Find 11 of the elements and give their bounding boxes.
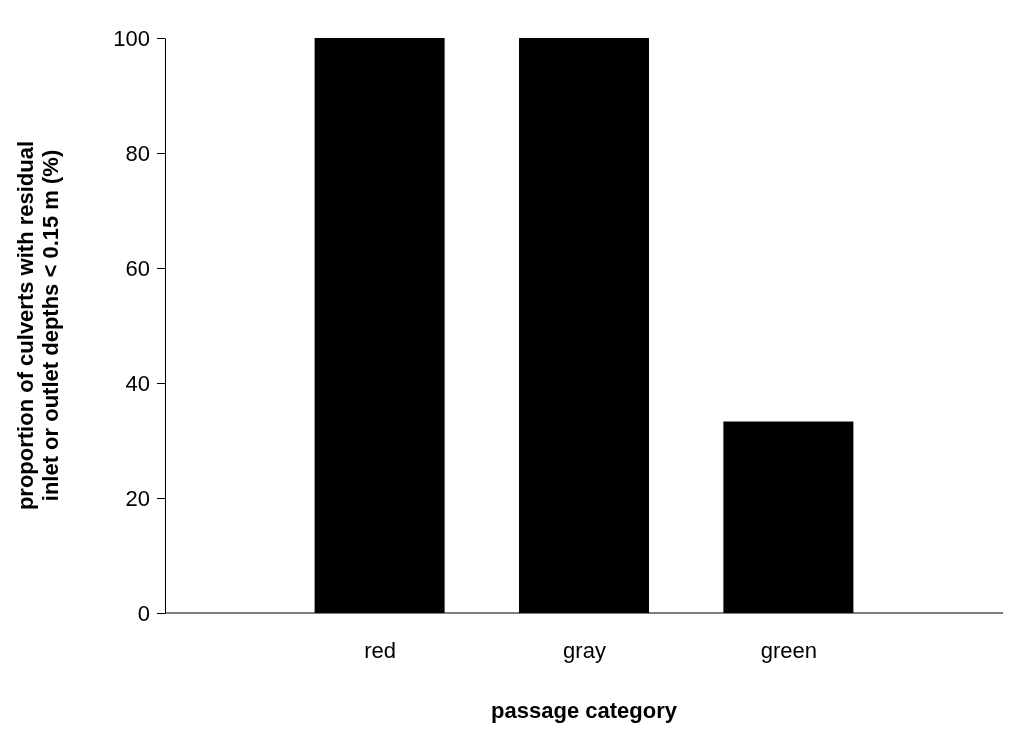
x-tick-label: gray	[563, 637, 606, 663]
y-tick-label: 0	[137, 600, 150, 626]
y-tick-label: 60	[125, 255, 150, 281]
x-axis-title: passage category	[491, 698, 678, 723]
y-tick-label: 20	[125, 485, 150, 511]
y-tick-label: 40	[125, 370, 150, 396]
y-axis-title: proportion of culverts with residual inlet or outlet depths < 0.15 m (%)	[13, 140, 64, 511]
y-tick-label: 100	[113, 25, 150, 51]
x-tick-label: red	[364, 637, 397, 663]
x-tick-label: green	[760, 637, 818, 663]
y-tick-label: 80	[125, 140, 150, 166]
